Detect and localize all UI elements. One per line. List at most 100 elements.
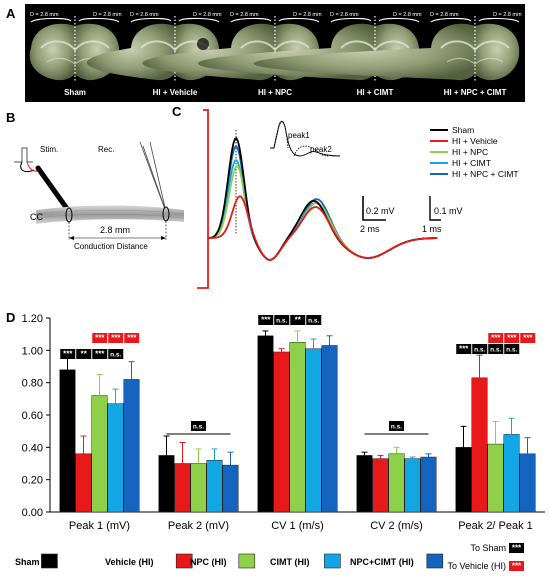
svg-text:***: ***: [507, 334, 517, 343]
y-tick-label: 0.20: [22, 475, 43, 487]
scale2-y: 0.1 mV: [434, 206, 463, 216]
x-tick-label: Peak 2 (mV): [168, 520, 229, 532]
y-tick-label: 0.00: [22, 507, 43, 519]
svg-text:**: **: [295, 316, 302, 325]
svg-text:***: ***: [127, 334, 137, 343]
sig-marker: ***: [124, 333, 140, 343]
bar: [174, 463, 191, 513]
bar: [190, 463, 207, 513]
legend-label: NPC+CIMT (HI): [350, 557, 414, 567]
sig-marker: n.s.: [306, 315, 322, 325]
legend-swatch: [175, 553, 193, 569]
chart-legend: Sham Vehicle (HI) NPC (HI) CIMT (HI) NPC+CIM…: [15, 543, 506, 571]
d-label-right: D = 2.8 mm: [93, 12, 122, 18]
svg-text:n.s.: n.s.: [110, 352, 121, 359]
bar: [206, 460, 223, 513]
sig-marker: ***: [488, 333, 504, 343]
scale2-x: 1 ms: [422, 224, 442, 234]
legend-swatch: [426, 553, 444, 569]
bar: [455, 447, 472, 513]
svg-text:***: ***: [95, 334, 105, 343]
legend-label: CIMT (HI): [270, 557, 310, 567]
distance-value: 2.8 mm: [100, 225, 130, 235]
key-to-vehicle: To Vehicle (HI): [447, 561, 506, 571]
x-tick-label: CV 2 (m/s): [370, 520, 423, 532]
brain-group-label: HI + Vehicle: [153, 88, 198, 97]
d-label-left: D = 2.8 mm: [430, 12, 459, 18]
brain-group-label: HI + NPC + CIMT: [444, 88, 507, 97]
brain-slice-4: D = 2.8 mm D = 2.8 mm HI + NPC + CIMT: [253, 12, 522, 97]
bar: [388, 453, 405, 513]
sig-marker: ***: [108, 333, 124, 343]
svg-text:***: ***: [491, 334, 501, 343]
bar: [519, 453, 536, 513]
stim-wire-black: [20, 161, 35, 173]
y-tick-label: 0.80: [22, 378, 43, 390]
legend-swatch: [324, 553, 341, 569]
sig-marker: n.s.: [389, 421, 404, 431]
bars: [59, 330, 536, 513]
bar: [75, 453, 92, 513]
sig-marker: n.s.: [191, 421, 206, 431]
sig-marker: ***: [509, 561, 524, 571]
legend-label: HI + Vehicle: [452, 136, 498, 146]
sig-marker: ***: [92, 333, 108, 343]
rec-label: Rec.: [98, 145, 114, 154]
legend-label: HI + NPC + CIMT: [452, 169, 519, 179]
svg-text:n.s.: n.s.: [506, 347, 517, 354]
sig-marker: n.s.: [472, 344, 488, 354]
svg-text:***: ***: [512, 544, 522, 553]
svg-text:n.s.: n.s.: [490, 347, 501, 354]
legend-label: Vehicle (HI): [105, 557, 154, 567]
bar: [257, 335, 274, 513]
bar: [321, 345, 338, 513]
legend-swatch: [238, 553, 256, 569]
d-label-left: D = 2.8 mm: [230, 12, 259, 18]
key-to-sham: To Sham: [470, 543, 506, 553]
sig-marker: **: [76, 349, 92, 359]
sig-marker: n.s.: [274, 315, 290, 325]
scale1-x: 2 ms: [360, 224, 380, 234]
panel-a-letter: A: [6, 6, 16, 21]
sig-marker: **: [290, 315, 306, 325]
svg-text:n.s.: n.s.: [391, 424, 402, 431]
bar: [59, 369, 76, 513]
brain-group-label: HI + CIMT: [357, 88, 394, 97]
sig-marker: ***: [60, 349, 76, 359]
bar: [289, 342, 306, 513]
inset-peak1-label: peak1: [288, 131, 310, 140]
panel-a-brain-slices: D = 2.8 mm D = 2.8 mm Sham D = 2.8 mm D = 2.…: [25, 4, 525, 102]
svg-text:***: ***: [63, 350, 73, 359]
brain-group-label: HI + NPC: [258, 88, 292, 97]
d-label-right: D = 2.8 mm: [393, 12, 422, 18]
bar: [471, 377, 488, 513]
panel-d-letter: D: [6, 310, 16, 325]
stim-label: Stim.: [40, 145, 58, 154]
panel-d-bar-chart: 0.00 0.20 0.40 0.60 0.80 1.00 1.20 Peak 1 (mV) P…: [15, 313, 545, 571]
sig-marker: ***: [520, 333, 536, 343]
bar: [91, 395, 108, 513]
svg-text:***: ***: [523, 334, 533, 343]
d-label-right: D = 2.8 mm: [493, 12, 522, 18]
stim-artifact: [197, 109, 209, 289]
bar: [487, 443, 504, 513]
bar: [305, 348, 322, 513]
right-hemisphere: [475, 23, 520, 81]
svg-text:**: **: [81, 350, 88, 359]
legend-label: HI + CIMT: [452, 158, 491, 168]
d-label-right: D = 2.8 mm: [193, 12, 222, 18]
bar: [404, 458, 421, 513]
svg-text:n.s.: n.s.: [474, 347, 485, 354]
y-tick-label: 0.40: [22, 442, 43, 454]
y-tick-label: 1.00: [22, 345, 43, 357]
svg-text:***: ***: [95, 350, 105, 359]
significance-markers: *** ** *** n.s.*** n.s. ** n.s.*** n.s. n.s. n.s.…: [60, 315, 536, 571]
corpus-callosum: [36, 205, 184, 224]
distance-label: Conduction Distance: [74, 242, 148, 251]
bar: [273, 351, 290, 513]
bar: [503, 434, 520, 513]
inset-peak2-label: peak2: [310, 145, 332, 154]
bar: [222, 464, 239, 513]
